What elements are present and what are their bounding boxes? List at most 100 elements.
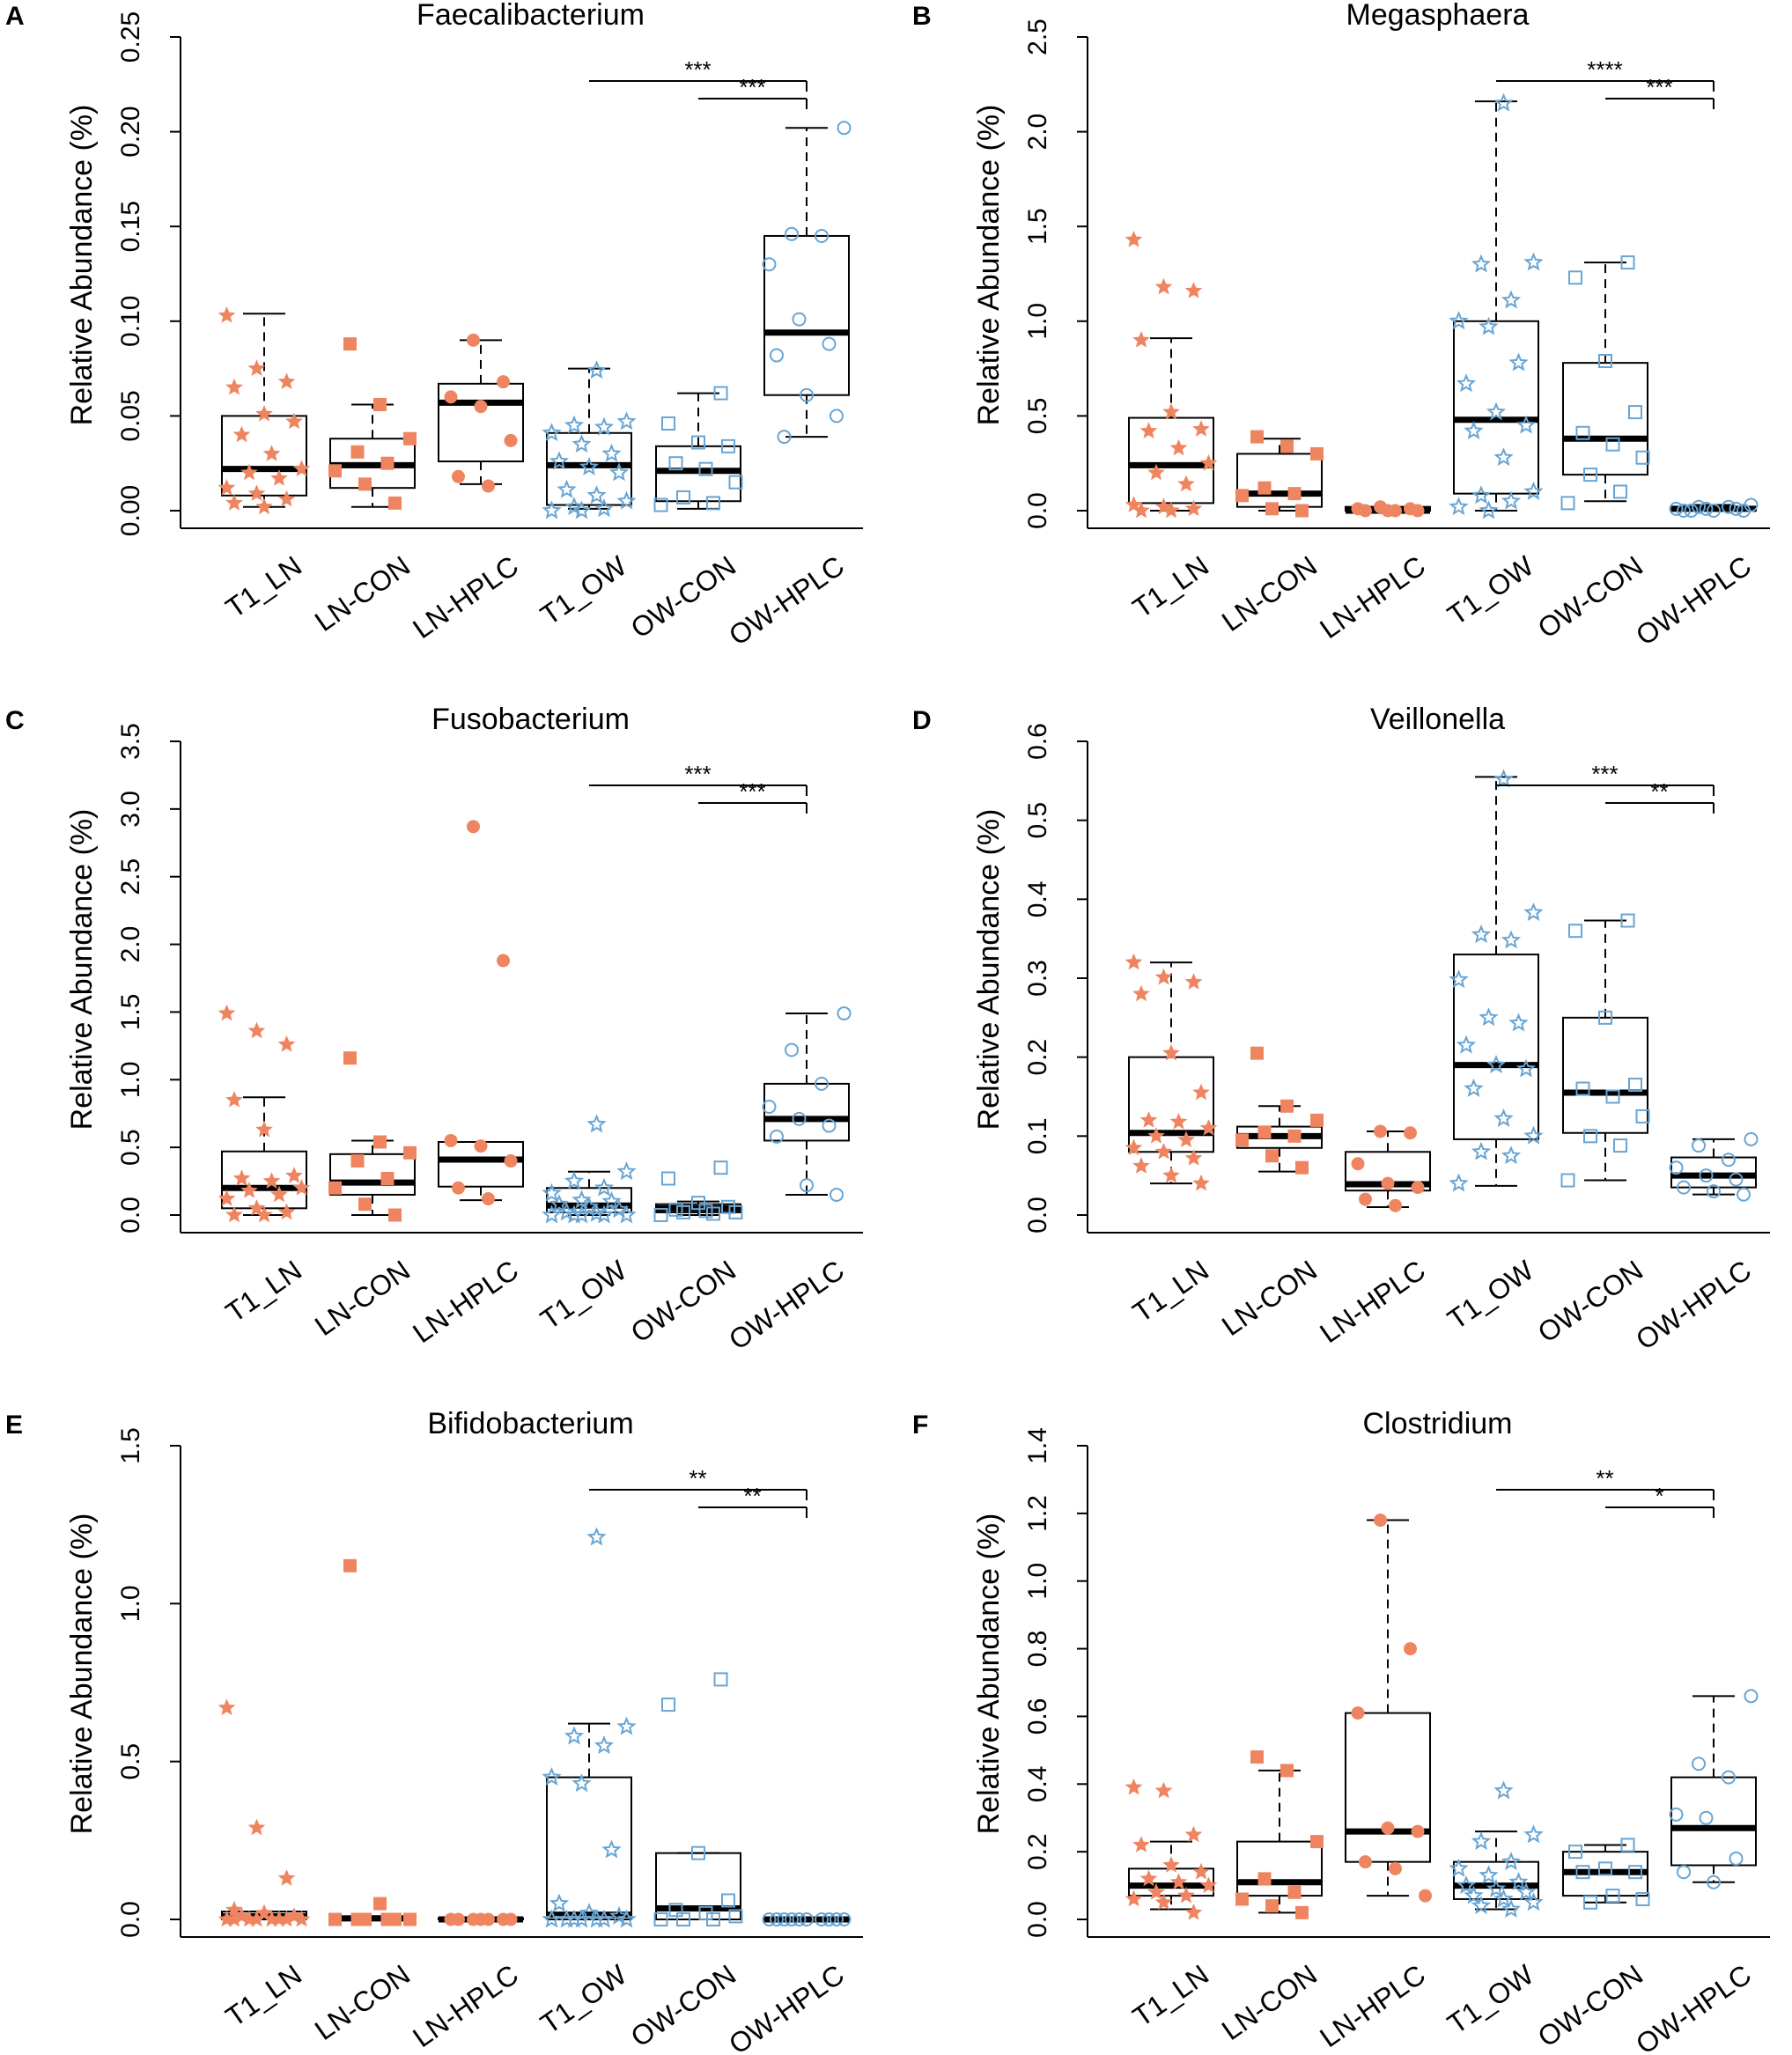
data-point: [661, 1171, 675, 1186]
data-point: [1199, 453, 1218, 471]
data-point: [601, 443, 622, 462]
data-point: [668, 1202, 683, 1217]
data-point: [815, 1076, 829, 1091]
iqr-box: [329, 1153, 416, 1196]
data-point: [1132, 330, 1150, 348]
significance-stars: **: [1596, 1465, 1613, 1492]
data-point: [661, 416, 675, 431]
data-point: [1359, 504, 1372, 518]
iqr-box: [438, 382, 524, 463]
data-point: [1295, 1160, 1309, 1175]
chart-panel-c: C Fusobacterium Relative Abundance (%) 0.0 0…: [5, 703, 863, 1356]
points-ln-con: [1235, 1046, 1324, 1175]
data-point: [1707, 1184, 1721, 1199]
data-point: [837, 121, 852, 136]
data-point: [586, 360, 607, 379]
data-point: [1493, 447, 1514, 467]
data-point: [452, 469, 465, 483]
data-point: [1692, 499, 1706, 514]
data-point: [1737, 1187, 1751, 1202]
data-point: [1464, 420, 1484, 440]
iqr-box: [1670, 1776, 1757, 1867]
data-point: [1169, 1112, 1188, 1130]
data-point: [467, 333, 480, 347]
data-point: [1493, 92, 1514, 112]
data-point: [218, 478, 236, 496]
data-point: [785, 226, 799, 241]
data-point: [1154, 1143, 1173, 1160]
data-point: [792, 312, 807, 327]
data-point: [676, 1912, 690, 1926]
box-ow-con: [1562, 1844, 1648, 1904]
data-point: [564, 415, 585, 434]
data-point: [1265, 1899, 1279, 1913]
panel-letter: B: [912, 2, 932, 31]
y-axis-label: Relative Abundance (%): [972, 1514, 1006, 1835]
data-point: [728, 1909, 743, 1924]
data-point: [255, 1205, 273, 1223]
data-point: [1132, 984, 1150, 1002]
data-point: [1471, 254, 1492, 273]
data-point: [1154, 497, 1173, 515]
data-point: [1523, 1125, 1544, 1145]
x-tick-label: T1_OW: [1442, 549, 1540, 631]
panel-letter: A: [5, 2, 25, 31]
box-ln-con: [329, 1915, 416, 1922]
chart-panel-d: D Veillonella Relative Abundance (%) 0.0 0.1…: [912, 703, 1770, 1356]
data-point: [676, 1204, 690, 1219]
data-point: [572, 500, 592, 519]
data-point: [770, 348, 784, 363]
data-point: [1280, 1099, 1294, 1113]
y-tick-label: 2.5: [1023, 18, 1052, 55]
y-tick-label: 1.0: [1023, 303, 1052, 340]
data-point: [1583, 1129, 1597, 1144]
data-point: [1464, 1078, 1484, 1097]
data-point: [586, 1114, 607, 1133]
x-tick-label: LN-CON: [309, 1958, 416, 2046]
significance-bracket: **: [1496, 1465, 1715, 1500]
data-point: [1132, 1836, 1150, 1852]
y-tick-label: 0.15: [116, 201, 145, 252]
data-point: [549, 451, 570, 470]
data-point: [1635, 1891, 1650, 1906]
points-t1_ow: [1449, 769, 1544, 1192]
data-point: [1583, 1895, 1597, 1910]
significance-stars: ***: [684, 761, 711, 787]
data-point: [1699, 1168, 1714, 1183]
data-point: [1707, 504, 1721, 518]
data-point: [594, 498, 615, 518]
data-point: [1287, 1129, 1302, 1143]
data-point: [285, 1907, 303, 1924]
data-point: [1125, 1778, 1143, 1795]
data-point: [1132, 501, 1150, 519]
data-point: [1575, 425, 1590, 440]
data-point: [1162, 1043, 1180, 1061]
y-tick-label: 0.6: [1023, 723, 1052, 760]
data-point: [1699, 1810, 1714, 1825]
x-tick-label: OW-HPLC: [1630, 549, 1757, 652]
data-point: [1184, 1149, 1203, 1166]
data-point: [1235, 1133, 1249, 1147]
data-point: [1456, 373, 1477, 393]
data-point: [240, 463, 258, 481]
data-point: [1471, 1830, 1492, 1851]
data-point: [1493, 1889, 1514, 1908]
data-point: [1692, 1138, 1706, 1153]
data-point: [1154, 1781, 1173, 1799]
data-point: [1486, 1054, 1507, 1074]
data-point: [616, 490, 637, 510]
data-point: [572, 1909, 592, 1928]
data-point: [1523, 252, 1544, 271]
data-point: [1139, 1111, 1158, 1128]
data-point: [1471, 924, 1492, 944]
x-tick-label: LN-HPLC: [1314, 1254, 1431, 1349]
data-point: [1184, 1825, 1203, 1843]
data-point: [1154, 277, 1173, 295]
data-point: [1169, 438, 1188, 456]
data-point: [586, 1527, 607, 1546]
points-ow-hplc: [1669, 1689, 1759, 1889]
data-point: [388, 1912, 402, 1926]
data-point: [542, 1766, 562, 1786]
significance-stars: ****: [1587, 56, 1622, 83]
data-point: [1722, 1770, 1736, 1785]
